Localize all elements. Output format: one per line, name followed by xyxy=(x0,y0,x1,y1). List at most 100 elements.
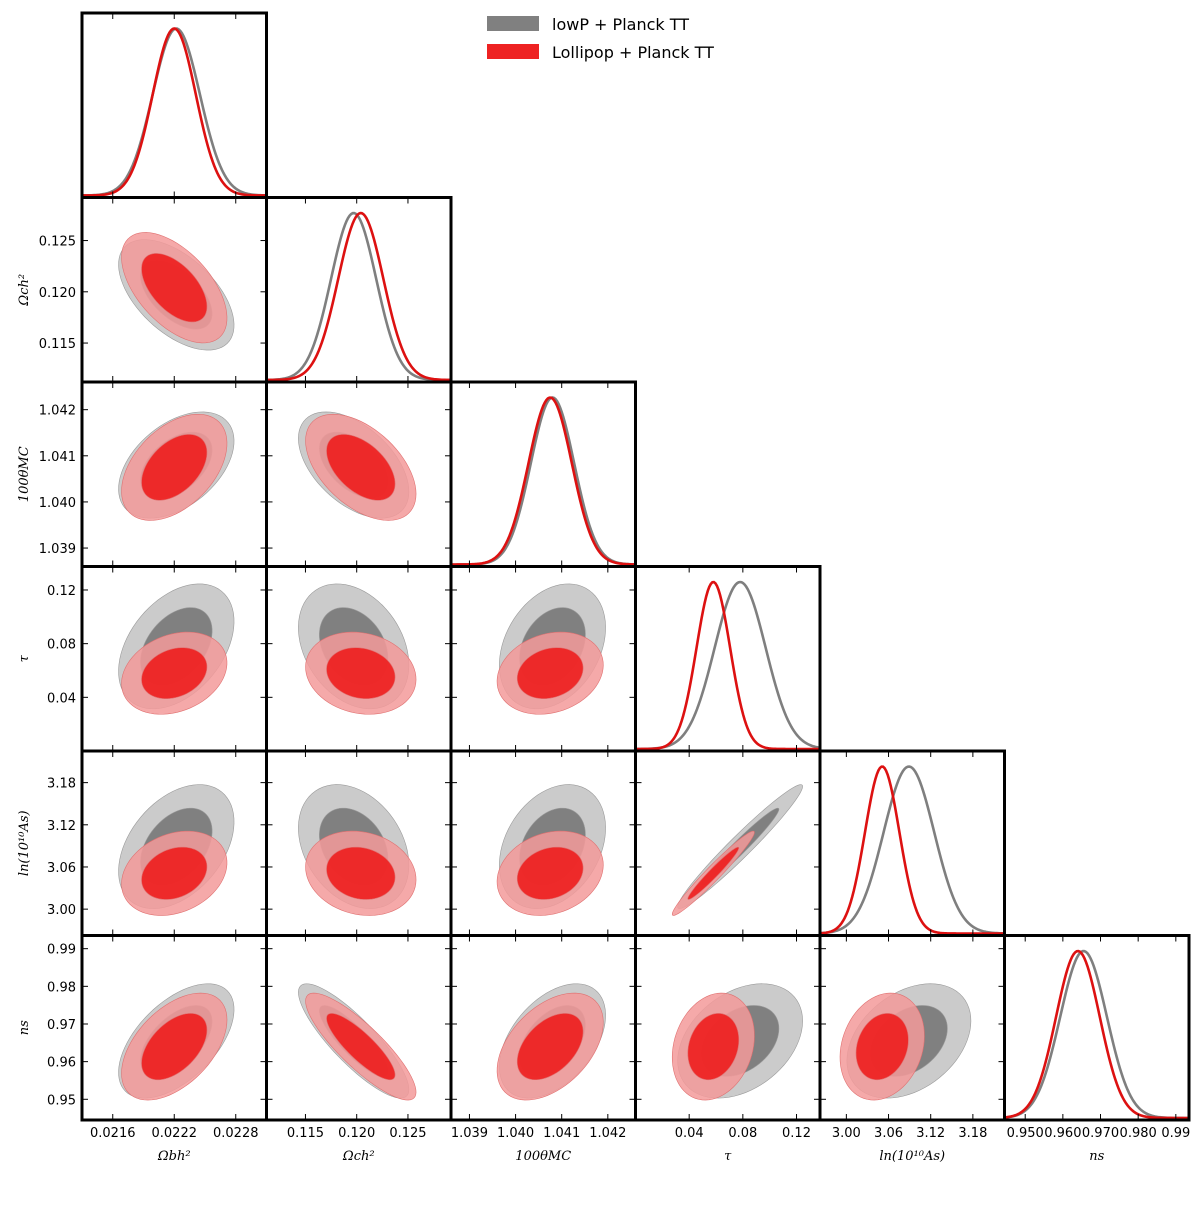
x-tick-label-omch2: 0.120 xyxy=(338,1126,375,1141)
y-tick-label-theta: 1.040 xyxy=(39,496,76,511)
x-tick-label-theta: 1.041 xyxy=(543,1126,580,1141)
panel-frame xyxy=(80,11,268,199)
panel-lnAs-vs-omch2 xyxy=(265,749,453,937)
panel-frame xyxy=(634,749,822,937)
y-tick-label-omch2: 0.115 xyxy=(39,337,76,352)
legend-swatch-gray xyxy=(487,16,539,31)
x-axis-label-omch2: Ωch² xyxy=(342,1149,375,1164)
panel-frame xyxy=(1003,934,1191,1122)
contour-red-68-tau-ns xyxy=(687,1013,740,1081)
marginal-gray-omch2 xyxy=(266,211,451,382)
contour-red-68-theta-lnAs xyxy=(516,846,584,900)
x-axis-label-theta: 100θMC xyxy=(515,1149,571,1164)
y-tick-label-theta: 1.039 xyxy=(39,542,76,557)
panel-lnAs-vs-ombh2 xyxy=(80,749,268,937)
y-axis-label-theta: 100θMC xyxy=(17,446,32,502)
marginal-red-ns xyxy=(1004,949,1189,1120)
y-tick-label-tau: 0.04 xyxy=(47,691,76,706)
x-tick-label-ombh2: 0.0216 xyxy=(90,1126,136,1141)
x-tick-label-ns: 0.970 xyxy=(1082,1126,1119,1141)
x-tick-label-lnAs: 3.00 xyxy=(832,1126,861,1141)
panel-tau-vs-theta xyxy=(449,565,637,753)
panel-ombh2-vs-ombh2 xyxy=(80,11,268,199)
x-axis-label-lnAs: ln(10¹⁰As) xyxy=(879,1149,945,1164)
y-tick-label-theta: 1.041 xyxy=(39,450,76,465)
panel-lnAs-vs-lnAs xyxy=(818,749,1006,937)
y-tick-label-tau: 0.12 xyxy=(47,584,76,599)
x-tick-label-ns: 0.960 xyxy=(1044,1126,1081,1141)
contour-red-68-omch2-theta xyxy=(326,434,396,501)
x-tick-label-tau: 0.08 xyxy=(728,1126,757,1141)
legend-label-gray: lowP + Planck TT xyxy=(552,15,689,34)
legend: lowP + Planck TT Lollipop + Planck TT xyxy=(487,15,714,62)
x-tick-label-ns: 0.950 xyxy=(1007,1126,1044,1141)
x-tick-label-ombh2: 0.0222 xyxy=(152,1126,198,1141)
panel-theta-vs-theta xyxy=(449,380,637,568)
marginal-red-theta xyxy=(451,396,636,566)
contour-red-68-ombh2-tau xyxy=(141,647,208,699)
x-axis-label-ombh2: Ωbh² xyxy=(157,1149,191,1164)
y-tick-label-lnAs: 3.18 xyxy=(47,777,76,792)
marginal-red-ombh2 xyxy=(82,27,267,197)
panel-omch2-vs-ombh2 xyxy=(80,196,268,384)
panel-omch2-vs-omch2 xyxy=(265,196,453,384)
y-tick-label-ns: 0.98 xyxy=(47,980,76,995)
panel-frame xyxy=(634,565,822,753)
y-tick-label-lnAs: 3.12 xyxy=(47,819,76,834)
y-tick-label-theta: 1.042 xyxy=(39,404,76,419)
y-tick-label-ns: 0.95 xyxy=(47,1093,76,1108)
x-tick-label-omch2: 0.125 xyxy=(389,1126,426,1141)
x-tick-label-ns: 0.980 xyxy=(1120,1126,1157,1141)
x-tick-label-ombh2: 0.0228 xyxy=(213,1126,259,1141)
panel-theta-vs-ombh2 xyxy=(80,380,268,568)
y-tick-label-ns: 0.99 xyxy=(47,943,76,958)
x-tick-label-omch2: 0.115 xyxy=(287,1126,324,1141)
contour-red-68-lnAs-ns xyxy=(855,1013,909,1081)
x-tick-label-tau: 0.12 xyxy=(782,1126,811,1141)
x-tick-label-theta: 1.042 xyxy=(589,1126,626,1141)
panel-ns-vs-theta xyxy=(449,934,637,1122)
x-tick-label-lnAs: 3.12 xyxy=(916,1126,945,1141)
marginal-gray-ombh2 xyxy=(82,27,267,197)
panel-ns-vs-lnAs xyxy=(818,934,1006,1122)
y-tick-label-tau: 0.08 xyxy=(47,638,76,653)
panel-frame xyxy=(265,196,453,384)
marginal-gray-theta xyxy=(451,396,636,566)
y-tick-label-omch2: 0.125 xyxy=(39,235,76,250)
panel-tau-vs-tau xyxy=(634,565,822,753)
x-tick-label-lnAs: 3.06 xyxy=(874,1126,903,1141)
x-tick-label-lnAs: 3.18 xyxy=(958,1126,987,1141)
panel-lnAs-vs-theta xyxy=(449,749,637,937)
contour-red-68-omch2-lnAs xyxy=(326,846,396,900)
y-tick-label-ns: 0.97 xyxy=(47,1018,76,1033)
x-tick-label-tau: 0.04 xyxy=(675,1126,704,1141)
contour-red-68-ombh2-theta xyxy=(141,434,208,501)
y-tick-label-lnAs: 3.00 xyxy=(47,903,76,918)
y-tick-label-omch2: 0.120 xyxy=(39,286,76,301)
contour-red-68-theta-ns xyxy=(516,1013,584,1081)
contour-red-68-tau-lnAs xyxy=(687,846,740,900)
marginal-gray-ns xyxy=(1004,949,1189,1120)
y-tick-label-lnAs: 3.06 xyxy=(47,861,76,876)
x-tick-label-theta: 1.039 xyxy=(451,1126,488,1141)
x-tick-label-ns: 0.99 xyxy=(1161,1126,1190,1141)
panel-ns-vs-tau xyxy=(634,934,822,1122)
contour-red-68-ombh2-omch2 xyxy=(141,253,208,323)
marginal-red-tau xyxy=(635,580,820,751)
y-tick-label-ns: 0.96 xyxy=(47,1056,76,1071)
marginal-gray-lnAs xyxy=(820,765,1005,935)
panel-lnAs-vs-tau xyxy=(634,749,822,937)
x-tick-label-theta: 1.040 xyxy=(497,1126,534,1141)
contour-red-68-omch2-tau xyxy=(326,647,396,699)
y-axis-label-ns: ns xyxy=(17,1020,32,1035)
contour-red-68-omch2-ns xyxy=(326,1013,396,1081)
marginal-red-lnAs xyxy=(820,765,1005,935)
y-axis-label-tau: τ xyxy=(17,654,32,662)
panel-tau-vs-ombh2 xyxy=(80,565,268,753)
x-axis-label-tau: τ xyxy=(724,1149,732,1164)
x-axis-label-ns: ns xyxy=(1089,1149,1104,1164)
panel-ns-vs-omch2 xyxy=(265,934,453,1122)
panel-tau-vs-omch2 xyxy=(265,565,453,753)
legend-label-red: Lollipop + Planck TT xyxy=(552,43,714,62)
